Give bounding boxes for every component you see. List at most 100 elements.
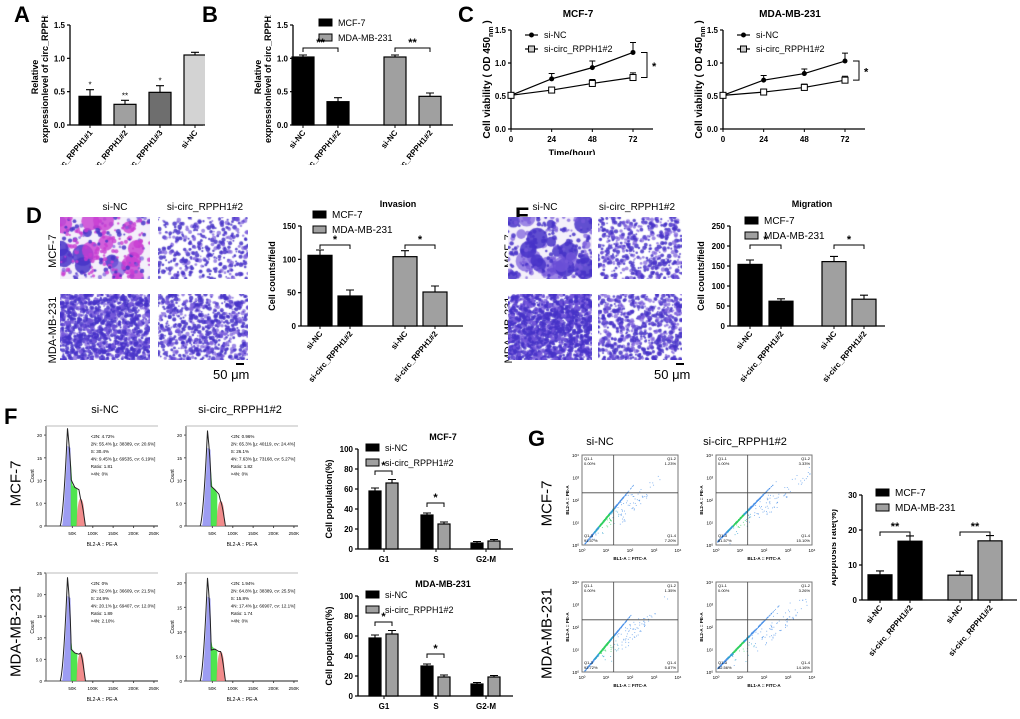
y-tick-label: 0.5 — [495, 92, 507, 101]
y-tick-label: 0 — [292, 322, 297, 331]
dotplot-g-mdamb231-si-nc: Q1-10.00% Q1-21.35% Q1-392.72% Q1-45.87% 10⁰… — [565, 580, 682, 688]
y-axis-title: Apoptosis rate(%) — [832, 509, 838, 586]
y-tick-label: 50 — [716, 302, 725, 311]
quadrant-label: Q1-1 — [584, 583, 594, 588]
x-tick-label: 10¹ — [603, 675, 610, 680]
micrograph-e-mdamb231-si-nc — [508, 294, 592, 360]
x-tick-label: 10⁴ — [809, 675, 816, 680]
histogram-envelope — [199, 430, 298, 527]
significance-bracket — [853, 60, 860, 81]
bar — [183, 54, 205, 126]
quadrant-value: 1.23% — [665, 461, 677, 466]
cell-cycle-stat: 2N: 65.3% [µ: 40119, cv: 24.4%] — [231, 442, 295, 447]
bar — [487, 540, 501, 550]
x-tick-label: 10³ — [785, 675, 792, 680]
x-tick-label: 150K — [248, 531, 259, 536]
y-tick-label: 1.0 — [54, 54, 66, 63]
quadrant-label: Q1-3 — [584, 660, 594, 665]
x-axis-title: BL1-A :: FITC-A — [613, 556, 647, 561]
micrograph-d-mdamb231-si-nc — [60, 294, 150, 360]
y-tick-label: 20 — [177, 581, 183, 586]
row-label-f-mdamb231: MDA-MB-231 — [7, 586, 25, 677]
panel-label-f: F — [4, 404, 18, 429]
y-tick-label: 100 — [340, 592, 354, 601]
scatter-points — [717, 467, 811, 545]
x-tick-label: G2-M — [476, 702, 496, 711]
x-tick-label: 10¹ — [737, 548, 744, 553]
x-tick-label: 48 — [800, 135, 809, 144]
error-bar — [746, 259, 754, 265]
y-tick-label: 5.0 — [176, 501, 183, 506]
data-point — [761, 77, 767, 83]
data-point — [548, 86, 556, 94]
y-tick-label: 15 — [177, 605, 183, 610]
legend-label: si-circ_RPPH1#2 — [385, 458, 454, 468]
y-tick-label: 100 — [340, 445, 354, 454]
legend-swatch — [744, 231, 759, 240]
cell-cycle-stat: S: 30.4% — [91, 449, 109, 454]
significance-bracket — [319, 244, 351, 249]
y-tick-label: 20 — [37, 593, 43, 598]
y-tick-label: 10⁰ — [572, 543, 579, 548]
y-tick-label: 25 — [37, 571, 43, 576]
significance-marker: * — [864, 67, 869, 79]
y-tick-label: 20 — [344, 525, 353, 534]
x-axis-title: BL1-A :: FITC-A — [747, 556, 781, 561]
bar — [422, 291, 448, 327]
x-tick-label: si-NC — [287, 128, 307, 150]
cell-cycle-stat: <2N: 0.96% — [231, 434, 255, 439]
cell-cycle-stat: <2N: 4.72% — [91, 434, 115, 439]
scale-bar-d — [236, 363, 244, 365]
bar — [768, 300, 794, 327]
scatter-points — [584, 596, 669, 672]
error-bar — [388, 478, 396, 483]
x-tick-label: 10³ — [651, 675, 658, 680]
error-bar — [490, 674, 498, 677]
legend-marker — [741, 32, 746, 38]
y-tick-label: 100 — [712, 282, 726, 291]
col-header-e-si-circ: si-circ_RPPH1#2 — [598, 202, 676, 213]
y-tick-label: 15 — [37, 456, 43, 461]
error-bar — [956, 570, 964, 576]
scale-bar-e — [676, 363, 684, 365]
x-tick-label: 50K — [68, 686, 76, 691]
micrograph-e-mdamb231-si-circ — [598, 294, 682, 360]
quadrant-label: Q1-4 — [801, 533, 811, 538]
x-tick-label: 50K — [208, 686, 216, 691]
quadrant-value: 5.87% — [665, 665, 677, 670]
y-tick-label: 200 — [712, 242, 726, 251]
significance-bracket — [426, 502, 445, 507]
x-tick-label: si-NC — [389, 329, 409, 351]
error-bar — [191, 51, 199, 55]
y-tick-label: 1.0 — [277, 54, 289, 63]
error-bar — [777, 298, 785, 302]
y-tick-label: 0 — [179, 679, 182, 684]
legend-label: MDA-MB-231 — [338, 33, 393, 43]
data-point — [801, 71, 807, 77]
quadrant-label: Q1-2 — [801, 456, 811, 461]
error-bar — [431, 285, 439, 292]
x-tick-label: S — [433, 555, 439, 564]
significance-bracket — [641, 51, 648, 79]
x-tick-label: si-NC — [179, 128, 199, 150]
quadrant-value: 0.00% — [718, 588, 730, 593]
y-tick-label: 0 — [349, 545, 354, 554]
y-tick-label: 10³ — [706, 603, 713, 608]
error-bar — [440, 521, 448, 524]
x-tick-label: 150K — [108, 531, 119, 536]
y-tick-label: 10⁰ — [572, 670, 579, 675]
error-bar — [299, 54, 307, 57]
chart-c-mdamb231-viability: 0.0 0.5 1.0 1.5 MDA-MB-231 Cell viability ( O… — [694, 9, 869, 144]
y-axis-title: Relative — [253, 60, 263, 95]
y-axis-title: BL2-A :: PE-A — [565, 485, 570, 515]
col-header-d-si-nc: si-NC — [102, 202, 128, 213]
quadrant-value: 81.57% — [718, 538, 732, 543]
x-tick-label: G2-M — [476, 555, 496, 564]
y-axis-title: Cell population(%) — [324, 607, 334, 686]
error-bar — [316, 249, 324, 256]
chart-f-mcf7-cell-cycle: 0 20 40 60 80 100 MCF-7 Cell population(%) si-NC… — [324, 432, 513, 564]
row-label-g-mdamb231: MDA-MB-231 — [538, 588, 556, 679]
quadrant-value: 14.16% — [796, 665, 810, 670]
legend-swatch — [318, 18, 333, 27]
